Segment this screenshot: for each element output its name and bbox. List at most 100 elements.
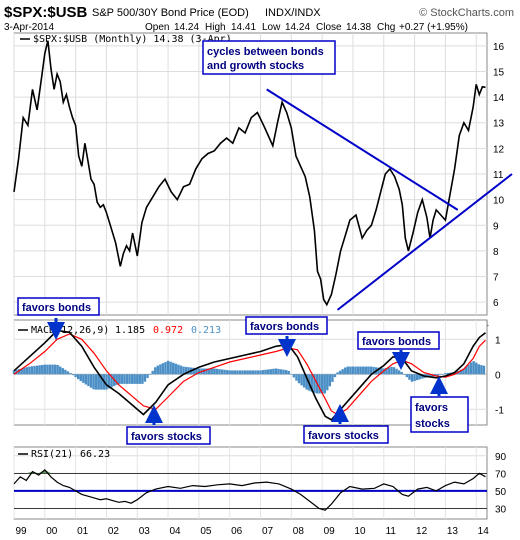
macd-histogram-bar: [392, 367, 396, 375]
macd-legend-value: 1.185: [115, 325, 145, 336]
price-legend: $SPX:$USB (Monthly) 14.38 (3-Apr): [20, 34, 232, 45]
annotation-box: [245, 316, 328, 335]
macd-histogram-bar: [69, 373, 72, 375]
macd-histogram-bar: [397, 370, 401, 375]
macd-histogram-bar: [82, 374, 85, 383]
macd-histogram-bar: [362, 366, 365, 375]
macd-histogram-bar: [467, 364, 470, 375]
annotation-label-line1: favors: [415, 402, 448, 414]
bottom-x-tick-label: 02: [108, 526, 120, 537]
macd-histogram-bar: [418, 374, 421, 380]
price-y-tick-label: 13: [493, 119, 505, 130]
price-y-tick-label: 9: [493, 221, 499, 232]
macd-histogram-bar: [284, 370, 288, 375]
price-y-tick-label: 6: [493, 298, 499, 309]
macd-histogram-bar: [249, 370, 252, 375]
macd-histogram-bar: [133, 374, 136, 384]
macd-histogram-bar: [161, 363, 165, 375]
chart-date: 3-Apr-2014: [4, 22, 54, 33]
bottom-x-tick-label: 07: [262, 526, 274, 537]
price-y-tick-label: 8: [493, 247, 499, 258]
bottom-x-tick-label: 14: [478, 526, 490, 537]
macd-y-tick-label: 1: [495, 335, 501, 346]
annotation-label-line2: stocks: [415, 418, 450, 430]
bottom-x-tick-label: 03: [139, 526, 151, 537]
chart-exchange: INDX/INDX: [265, 7, 321, 19]
bottom-x-tick-label: 01: [77, 526, 89, 537]
macd-histogram-bar: [428, 374, 432, 378]
price-series-line: [13, 40, 486, 307]
price-y-tick-label: 12: [493, 144, 505, 155]
macd-histogram-bar: [41, 364, 44, 375]
rsi-legend-value: 66.23: [80, 449, 110, 460]
macd-histogram-bar: [138, 374, 142, 384]
macd-histogram-bar: [228, 370, 231, 375]
macd-histogram-bar: [385, 367, 388, 375]
annotation-box: [303, 425, 389, 444]
macd-histogram-bar: [130, 374, 134, 384]
chart-symbol: $SPX:$USB: [4, 4, 88, 21]
macd-histogram-bar: [192, 367, 195, 375]
macd-legend: MACD(12,26,9) 1.185 0.972 0.213: [18, 325, 221, 336]
macd-histogram-bar: [444, 373, 447, 375]
macd-histogram-bar: [159, 364, 162, 375]
macd-histogram-bar: [59, 366, 62, 375]
macd-histogram-bar: [346, 366, 350, 375]
bottom-x-tick-label: 00: [46, 526, 58, 537]
annotation-label: favors stocks: [131, 431, 202, 443]
chg-label: Chg: [377, 22, 395, 33]
macd-histogram-bar: [338, 370, 342, 375]
macd-histogram-bar: [482, 365, 486, 375]
macd-histogram-bar: [277, 368, 280, 375]
macd-histogram-bar: [261, 370, 265, 375]
macd-histogram-bar: [400, 372, 403, 375]
macd-histogram-bar: [92, 374, 95, 390]
macd-histogram-bar: [169, 361, 172, 375]
macd-histogram-bar: [143, 374, 147, 382]
macd-histogram-bar: [84, 374, 88, 385]
macd-histogram-bar: [415, 374, 419, 381]
macd-histogram-bar: [172, 362, 175, 375]
macd-histogram-bar: [51, 364, 54, 375]
macd-histogram-bar: [100, 374, 103, 390]
annotation-favors-stocks-3: favors stocks: [410, 376, 469, 433]
macd-histogram-bar: [377, 367, 380, 375]
rsi-line: [13, 468, 486, 511]
macd-histogram-bar: [105, 374, 108, 390]
macd-panel: -1 0 1 MACD(12,26,9) 1.185 0.972 0.213 fav…: [12, 297, 504, 445]
macd-histogram-bar: [413, 374, 416, 381]
macd-histogram-bar: [236, 370, 239, 375]
macd-histogram-bar: [292, 374, 296, 378]
macd-histogram-bar: [395, 368, 398, 375]
macd-histogram-bar: [66, 371, 70, 375]
annotation-label: favors bonds: [362, 336, 431, 348]
macd-histogram-bar: [344, 367, 347, 375]
bottom-x-tick-label: 99: [15, 526, 27, 537]
annotation-favors-stocks-1: favors stocks: [126, 405, 211, 445]
macd-histogram-bar: [187, 367, 190, 375]
macd-histogram-bar: [336, 372, 339, 375]
macd-histogram-bar: [146, 374, 149, 379]
annotation-box: [410, 396, 469, 433]
macd-histogram-bar: [441, 373, 445, 375]
macd-histogram-bar: [390, 366, 393, 375]
macd-histogram-bar: [141, 374, 144, 384]
macd-histogram-bar: [17, 369, 21, 375]
bottom-x-axis: 99 00 01 02 03 04 05 06 07 08 09 10 11 12 13 14: [15, 526, 489, 537]
macd-histogram-bar: [331, 374, 334, 382]
bottom-x-tick-label: 11: [386, 526, 397, 537]
annotation-cycles-line1: cycles between bonds: [207, 46, 324, 58]
rsi-y-tick-label: 90: [495, 452, 507, 463]
bottom-x-tick-label: 05: [200, 526, 212, 537]
macd-histogram-bar: [238, 370, 242, 375]
macd-histogram-bar: [480, 365, 483, 375]
macd-histogram-bar: [207, 368, 211, 375]
macd-histogram-bar: [87, 374, 90, 387]
macd-histogram-bar: [272, 368, 275, 375]
macd-histogram-bar: [446, 372, 450, 375]
price-y-tick-label: 14: [493, 93, 505, 104]
bottom-x-tick-label: 06: [231, 526, 243, 537]
rsi-y-axis: 30 50 70 90: [495, 452, 507, 516]
macd-histogram-bar: [56, 364, 59, 375]
